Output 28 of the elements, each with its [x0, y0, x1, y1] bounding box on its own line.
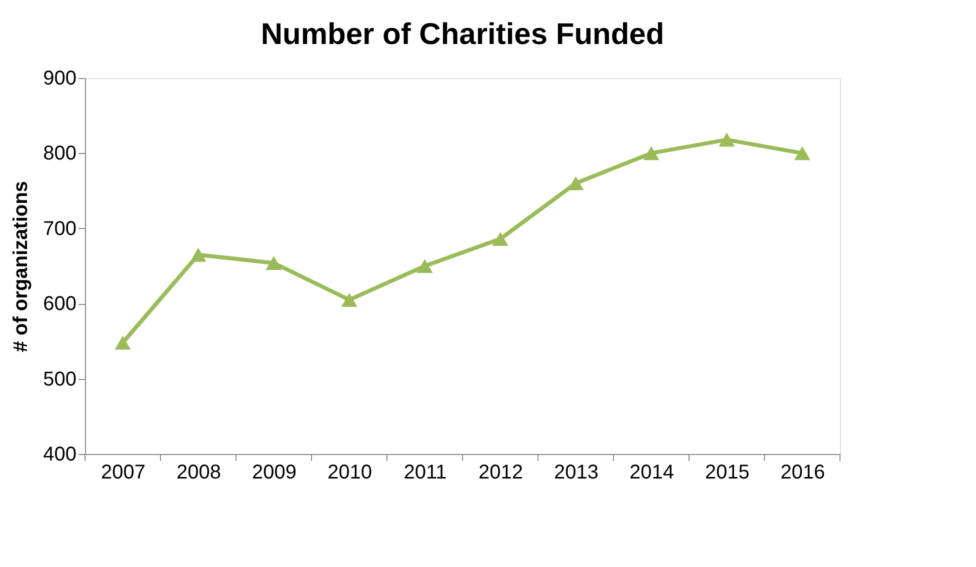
x-tick-label: 2007	[101, 462, 146, 484]
point	[794, 146, 810, 160]
x-tick-label: 2014	[630, 462, 674, 484]
chart-title: Number of Charities Funded	[260, 18, 664, 51]
y-tick-label: 700	[43, 218, 76, 240]
y-tick-label: 400	[43, 444, 76, 466]
point	[492, 232, 508, 246]
x-tick-label: 2009	[252, 462, 296, 484]
x-tick-label: 2012	[478, 462, 523, 484]
x-tick-label: 2013	[554, 462, 598, 484]
point	[643, 146, 660, 160]
x-tick-label: 2010	[328, 462, 372, 484]
y-axis-title: # of organizations	[10, 180, 32, 352]
y-tick-label: 800	[43, 142, 76, 165]
point	[190, 248, 206, 262]
y-tick-label: 600	[43, 293, 76, 316]
y-tick-label: 900	[43, 68, 76, 90]
y-tick-label: 500	[43, 368, 76, 390]
point	[341, 292, 358, 307]
point	[266, 256, 282, 270]
x-tick-label: 2008	[176, 462, 221, 484]
point	[114, 336, 131, 350]
point	[718, 132, 735, 147]
x-tick-label: 2011	[404, 462, 447, 484]
x-tick-label: 2015	[705, 462, 750, 484]
point	[416, 259, 433, 273]
x-tick-label: 2016	[780, 462, 825, 484]
point	[568, 176, 584, 190]
